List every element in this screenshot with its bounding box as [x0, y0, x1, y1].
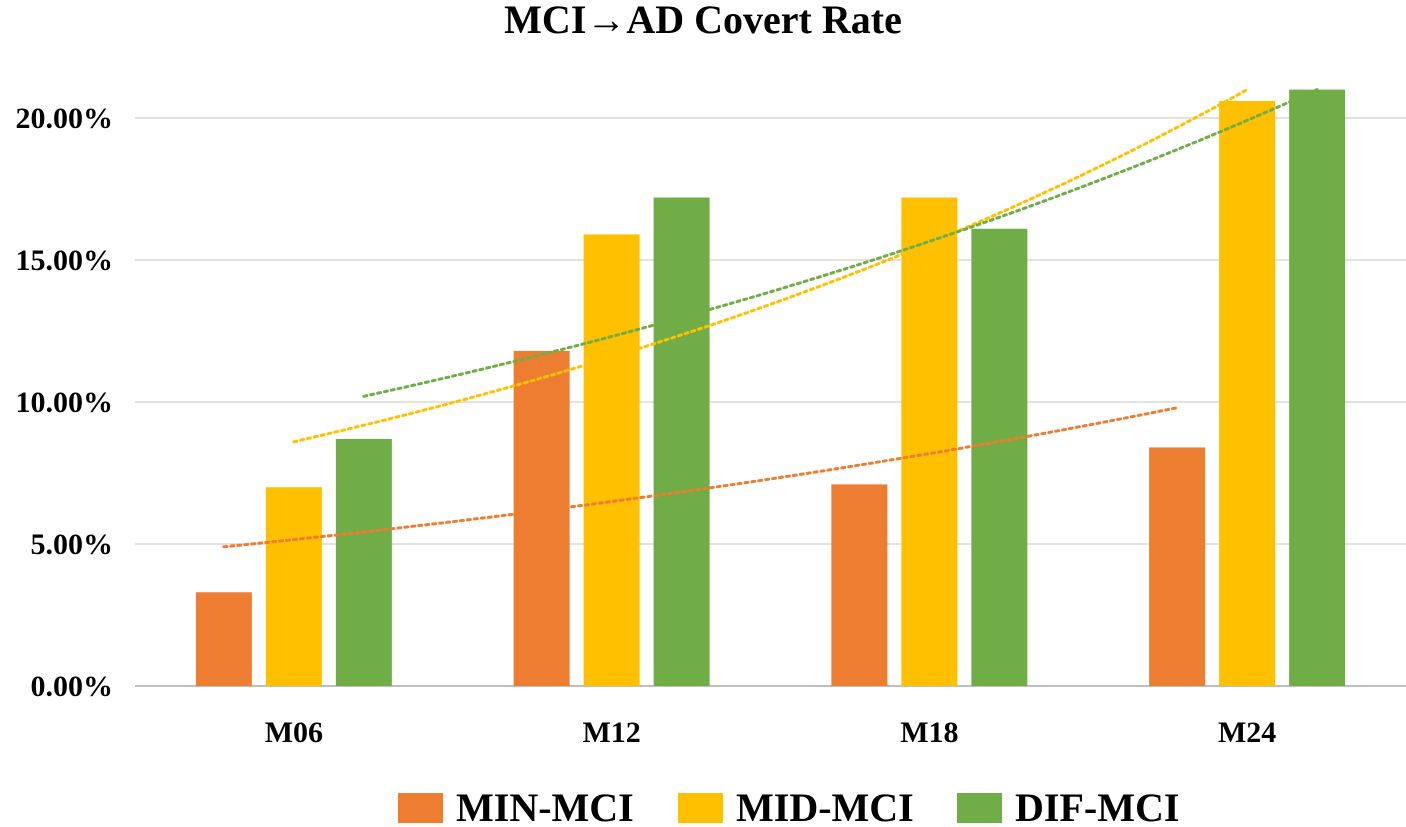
y-tick-label: 15.00% — [16, 244, 114, 277]
bar-min-mci-m12 — [513, 350, 570, 686]
trendlines — [222, 88, 1319, 549]
bar-min-mci-m24 — [1149, 447, 1206, 686]
legend-label: MIN-MCI — [456, 785, 634, 827]
y-axis-ticks: 0.00% 5.00% 10.00% 15.00% 20.00% — [16, 102, 114, 703]
x-tick-label: M12 — [582, 716, 640, 749]
trendline-min-mci — [222, 406, 1179, 549]
y-tick-label: 0.00% — [31, 670, 114, 703]
legend-item-min-mci: MIN-MCI — [398, 785, 634, 827]
x-tick-label: M24 — [1218, 716, 1276, 749]
bar-dif-mci-m24 — [1289, 89, 1346, 687]
legend: MIN-MCI MID-MCI DIF-MCI — [398, 785, 1179, 827]
legend-swatch — [398, 793, 443, 823]
trendline-dif-mci — [362, 88, 1319, 398]
bar-mid-mci-m06 — [265, 487, 322, 686]
legend-label: MID-MCI — [736, 785, 914, 827]
legend-label: DIF-MCI — [1015, 785, 1179, 827]
bar-dif-mci-m06 — [335, 438, 392, 686]
legend-item-dif-mci: DIF-MCI — [957, 785, 1179, 827]
trendline-mid-mci — [292, 88, 1249, 444]
x-tick-label: M18 — [900, 716, 958, 749]
bar-dif-mci-m18 — [971, 228, 1028, 686]
gridlines — [135, 117, 1406, 687]
chart-title: MCI→AD Covert Rate — [504, 0, 902, 42]
bar-dif-mci-m12 — [653, 197, 710, 686]
bar-mid-mci-m12 — [583, 234, 640, 686]
y-tick-label: 10.00% — [16, 386, 114, 419]
bar-min-mci-m18 — [831, 484, 888, 686]
bar-mid-mci-m24 — [1219, 100, 1276, 686]
x-tick-label: M06 — [265, 716, 323, 749]
legend-swatch — [678, 793, 723, 823]
bar-min-mci-m06 — [195, 592, 252, 686]
x-axis-ticks: M06 M12 M18 M24 — [265, 716, 1277, 749]
y-tick-label: 5.00% — [31, 528, 114, 561]
legend-item-mid-mci: MID-MCI — [678, 785, 914, 827]
y-tick-label: 20.00% — [16, 102, 114, 135]
bars — [195, 89, 1346, 687]
bar-mid-mci-m18 — [901, 197, 958, 686]
legend-swatch — [957, 793, 1002, 823]
